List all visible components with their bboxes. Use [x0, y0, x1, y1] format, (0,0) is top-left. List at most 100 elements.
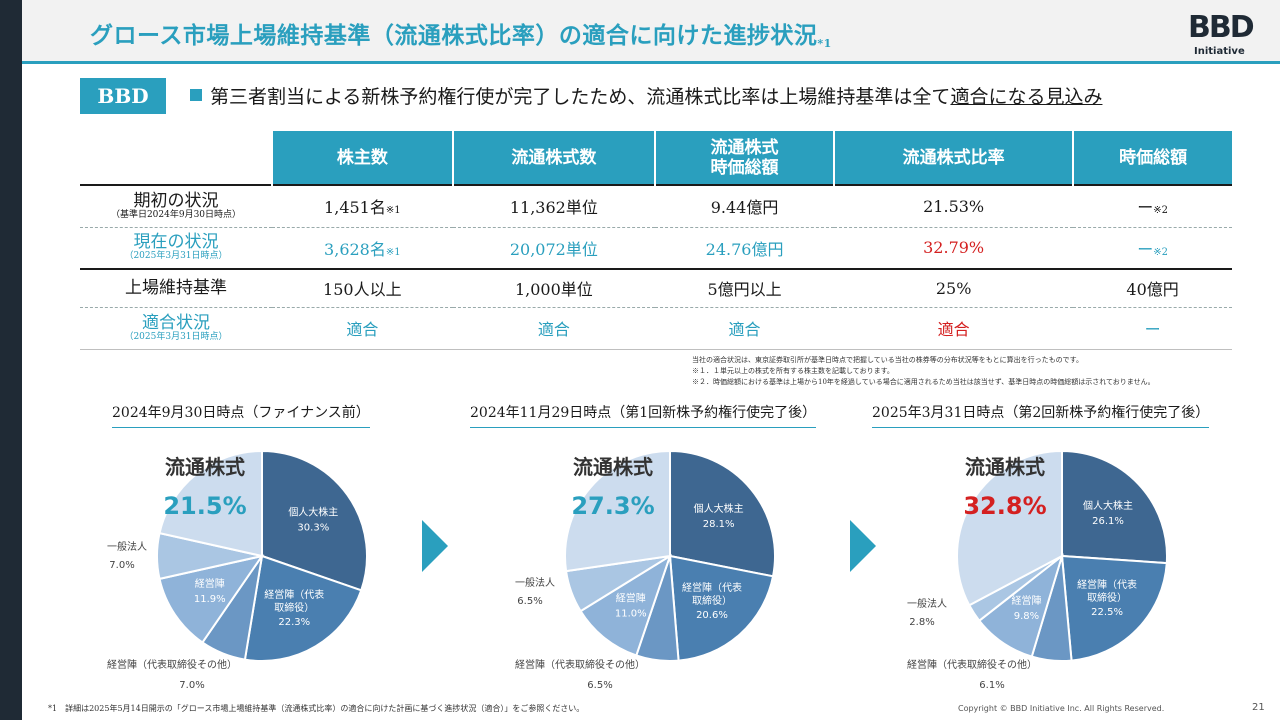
svg-text:9.8%: 9.8% — [1014, 611, 1039, 622]
pie-slice — [158, 554, 265, 644]
table-cell: 5億円以上 — [655, 269, 835, 308]
col-header-mcap: 時価総額 — [1072, 131, 1232, 185]
col-header-float-mcap: 流通株式 時価総額 — [654, 131, 835, 185]
title-band — [22, 0, 1280, 64]
row-label: 上場維持基準 — [80, 269, 272, 308]
svg-text:取締役）: 取締役） — [274, 601, 314, 614]
pie-slice — [261, 449, 368, 592]
logo-mark: BBD — [1188, 10, 1255, 45]
svg-text:一般法人: 一般法人 — [107, 540, 147, 553]
pie-slice — [1061, 449, 1168, 565]
table-cell: 適合 — [655, 307, 835, 350]
svg-text:経営陣: 経営陣 — [1011, 594, 1041, 607]
row-label: 適合状況 （2025年3月31日時点） — [80, 307, 272, 350]
company-badge: BBD — [80, 78, 166, 114]
pie-slice — [564, 449, 671, 573]
svg-text:6.5%: 6.5% — [517, 596, 542, 607]
pie-title-2: 2024年11月29日時点（第1回新株予約権行使完了後） — [470, 402, 817, 428]
float-value: 27.3% — [571, 492, 654, 520]
float-label: 流通株式 — [965, 455, 1045, 479]
pie-slice — [669, 449, 776, 578]
note-line: ※１．１単元以上の株式を所有する株主数を記載しております。 — [692, 367, 894, 375]
copyright: Copyright © BBD Initiative Inc. All Righ… — [958, 704, 1165, 713]
footnote: *1 詳細は2025年5月14日開示の「グロース市場上場維持基準（流通株式比率）… — [48, 704, 585, 713]
svg-text:取締役）: 取締役） — [692, 594, 732, 607]
headline: 第三者割当による新株予約権行使が完了したため、流通株式比率は上場維持基準は全て適… — [190, 82, 1102, 109]
svg-text:個人大株主: 個人大株主 — [1083, 499, 1133, 512]
slice-label: 経営陣（代表取締役その他） 6.5% — [515, 658, 645, 691]
pie-slice — [579, 553, 672, 657]
svg-text:経営陣（代表取締役その他）: 経営陣（代表取締役その他） — [107, 658, 237, 671]
svg-text:6.5%: 6.5% — [587, 680, 612, 691]
svg-text:22.5%: 22.5% — [1091, 607, 1123, 618]
table-cell: 1,451名※1 — [272, 184, 453, 228]
arrow-right-icon — [422, 520, 448, 572]
table-cell: 適合 — [272, 307, 453, 350]
slice-label: 経営陣（代表取締役その他） 6.1% — [907, 658, 1037, 691]
pie-slice — [956, 449, 1063, 607]
row-label: 現在の状況 （2025年3月31日時点） — [80, 227, 272, 270]
slice-label: 一般法人 2.8% — [907, 597, 947, 628]
slice-label: 一般法人 7.0% — [107, 540, 147, 571]
left-accent-bar — [0, 0, 22, 720]
svg-text:経営陣: 経営陣 — [616, 591, 646, 604]
table-cell: ー※2 — [1073, 227, 1232, 270]
svg-text:28.1%: 28.1% — [703, 519, 735, 530]
slice-label: 経営陣（代表取締役その他） 7.0% — [107, 658, 237, 691]
slice-label: 流通株式 21.5% — [163, 455, 246, 520]
pie-slice — [1060, 554, 1168, 662]
svg-text:経営陣（代表取締役その他）: 経営陣（代表取締役その他） — [515, 658, 645, 671]
pie-slice — [243, 554, 363, 662]
svg-text:経営陣（代表取締役その他）: 経営陣（代表取締役その他） — [907, 658, 1037, 671]
page-title: グロース市場上場維持基準（流通株式比率）の適合に向けた進捗状況*1 — [90, 22, 832, 50]
float-value: 21.5% — [163, 492, 246, 520]
float-label: 流通株式 — [573, 455, 653, 479]
table-cell: 適合 — [452, 307, 656, 350]
svg-text:30.3%: 30.3% — [297, 522, 329, 533]
svg-text:26.1%: 26.1% — [1092, 516, 1124, 527]
table-row: 適合状況 （2025年3月31日時点） 適合 適合 適合 適合 ー — [80, 307, 1232, 350]
slice-label: 個人大株主 30.3% — [288, 505, 338, 533]
table-cell: ー — [1073, 307, 1232, 350]
svg-text:経営陣（代表: 経営陣（代表 — [1077, 578, 1137, 591]
bullet-square-icon — [190, 89, 202, 101]
col-header-shareholders: 株主数 — [271, 131, 453, 185]
svg-text:個人大株主: 個人大株主 — [288, 505, 338, 518]
table-notes: 当社の適合状況は、東京証券取引所が基準日時点で把握している当社の株券等の分布状況… — [692, 355, 1155, 388]
svg-text:個人大株主: 個人大株主 — [694, 502, 744, 515]
slice-label: 経営陣 9.8% — [1011, 594, 1041, 622]
table-row: 現在の状況 （2025年3月31日時点） 3,628名※1 20,072単位 24… — [80, 227, 1232, 270]
slice-label: 経営陣 11.0% — [615, 591, 647, 619]
slice-label: 流通株式 27.3% — [571, 455, 654, 520]
table-header-row: 株主数 流通株式数 流通株式 時価総額 流通株式比率 時価総額 — [80, 131, 1232, 185]
table-cell: 11,362単位 — [452, 184, 656, 228]
svg-text:取締役）: 取締役） — [1087, 591, 1127, 604]
svg-text:経営陣（代表: 経営陣（代表 — [264, 588, 324, 601]
table-cell: 150人以上 — [272, 269, 453, 308]
arrow-right-icon — [850, 520, 876, 572]
pie-title-3: 2025年3月31日時点（第2回新株予約権行使完了後） — [872, 402, 1210, 428]
table-cell: 適合 — [834, 307, 1074, 350]
slice-label: 経営陣（代表取締役） 20.6% — [682, 581, 742, 621]
svg-text:7.0%: 7.0% — [179, 680, 204, 691]
slice-label: 経営陣（代表取締役） 22.5% — [1077, 578, 1137, 618]
headline-emphasis: 適合になる見込み — [950, 86, 1103, 108]
slice-label: 一般法人 6.5% — [515, 576, 555, 607]
col-header-float-shares: 流通株式数 — [451, 131, 656, 185]
note-line: 当社の適合状況は、東京証券取引所が基準日時点で把握している当社の株券等の分布状況… — [692, 356, 1083, 364]
pie-title-1: 2024年9月30日時点（ファイナンス前） — [112, 402, 370, 428]
table-cell: 40億円 — [1073, 269, 1232, 308]
svg-text:22.3%: 22.3% — [278, 617, 310, 628]
company-logo: BBD Initiative — [1186, 10, 1255, 60]
table-cell: 1,000単位 — [452, 269, 656, 308]
svg-text:一般法人: 一般法人 — [907, 597, 947, 610]
table-row: 期初の状況 （基準日2024年9月30日時点） 1,451名※1 11,362単位… — [80, 184, 1232, 228]
page-number: 21 — [1252, 702, 1265, 713]
float-label: 流通株式 — [165, 455, 245, 479]
table-cell: 20,072単位 — [452, 227, 656, 270]
headline-text: 第三者割当による新株予約権行使が完了したため、流通株式比率は上場維持基準は全て — [210, 86, 951, 108]
svg-text:7.0%: 7.0% — [109, 560, 134, 571]
pie-slice — [158, 449, 263, 558]
svg-text:経営陣: 経営陣 — [195, 577, 225, 590]
